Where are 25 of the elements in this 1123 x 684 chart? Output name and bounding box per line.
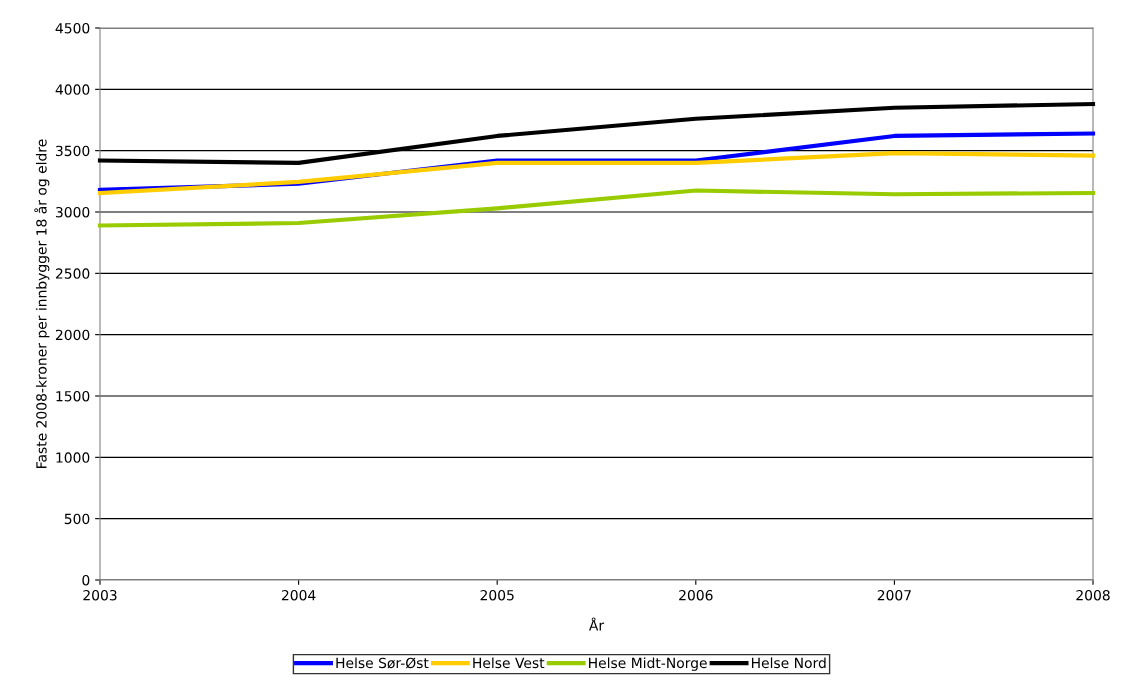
x-tick-label: 2007 — [877, 589, 911, 601]
legend-label: Helse Sør-Øst — [336, 657, 429, 669]
y-tick-label: 1500 — [56, 390, 90, 402]
x-tick-label: 2008 — [1076, 589, 1110, 601]
x-tick-label: 2003 — [83, 589, 117, 601]
y-tick-label: 4500 — [55, 22, 90, 34]
y-axis-title: Faste 2008-kroner per innbygger 18 år og eldre — [34, 139, 50, 468]
y-tick-label: 1000 — [56, 452, 90, 463]
y-tick-label: 4000 — [55, 84, 90, 95]
line-series — [97, 188, 1096, 228]
x-tick-label: 2004 — [281, 589, 316, 601]
y-tick-label: 3000 — [55, 206, 90, 218]
y-tick-label: 3500 — [55, 145, 90, 157]
x-axis-title: År — [589, 617, 605, 631]
legend-label: Helse Vest — [473, 657, 545, 669]
legend-label: Helse Nord — [751, 657, 826, 669]
y-tick-label: 2500 — [55, 268, 90, 279]
x-tick-label: 2006 — [679, 589, 713, 601]
legend-label: Helse Midt-Norge — [589, 657, 707, 671]
y-tick-label: 500 — [64, 513, 90, 525]
y-tick-label: 0 — [82, 574, 90, 586]
y-tick-label: 2000 — [55, 329, 90, 341]
x-tick-label: 2005 — [480, 589, 514, 601]
line-series — [97, 151, 1096, 196]
line-series — [97, 101, 1096, 166]
